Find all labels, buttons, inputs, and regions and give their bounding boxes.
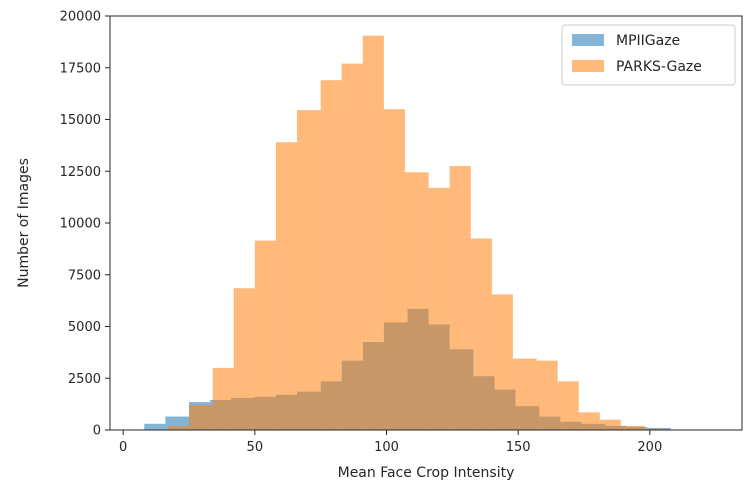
bar-parks-gaze-1 bbox=[189, 405, 213, 430]
bar-parks-gaze-0 bbox=[167, 425, 189, 430]
y-axis-label: Number of Images bbox=[16, 158, 32, 288]
legend-swatch-parks-gaze bbox=[572, 60, 604, 72]
bar-parks-gaze-3 bbox=[233, 288, 255, 430]
y-tick-label: 15000 bbox=[60, 113, 101, 128]
bar-parks-gaze-18 bbox=[557, 381, 579, 430]
y-tick-label: 5000 bbox=[68, 320, 101, 335]
bar-parks-gaze-21 bbox=[620, 425, 645, 430]
y-tick-label: 7500 bbox=[68, 268, 101, 283]
y-tick-label: 0 bbox=[93, 424, 101, 439]
y-axis-ticks: 0 2500 5000 7500 10000 12500 15000 17500 20000 bbox=[60, 10, 110, 439]
y-tick-label: 20000 bbox=[60, 10, 101, 25]
bar-parks-gaze-22 bbox=[644, 428, 666, 430]
bar-parks-gaze-5 bbox=[275, 142, 297, 430]
bar-parks-gaze-20 bbox=[599, 419, 621, 430]
bar-parks-gaze-11 bbox=[404, 172, 429, 430]
legend-label-mpiigaze: MPIIGaze bbox=[616, 33, 680, 49]
bar-parks-gaze-9 bbox=[362, 35, 384, 430]
bar-parks-gaze-2 bbox=[212, 367, 234, 430]
bar-parks-gaze-6 bbox=[296, 110, 321, 430]
bar-parks-gaze-7 bbox=[320, 80, 342, 431]
x-tick-label: 150 bbox=[506, 440, 531, 455]
x-tick-label: 100 bbox=[374, 440, 399, 455]
y-tick-label: 2500 bbox=[68, 372, 101, 387]
bar-mpiigaze-0 bbox=[144, 423, 166, 430]
y-tick-label: 10000 bbox=[60, 217, 101, 232]
bar-parks-gaze-8 bbox=[341, 63, 363, 431]
x-tick-label: 50 bbox=[247, 440, 264, 455]
bar-parks-gaze-14 bbox=[470, 238, 492, 430]
x-axis-ticks: 0 50 100 150 200 bbox=[119, 430, 662, 455]
legend-box bbox=[561, 24, 736, 86]
legend: MPIIGaze PARKS-Gaze bbox=[561, 24, 736, 86]
x-axis-label: Mean Face Crop Intensity bbox=[338, 465, 515, 481]
bar-parks-gaze-17 bbox=[536, 360, 558, 430]
legend-label-parks-gaze: PARKS-Gaze bbox=[616, 59, 702, 75]
x-tick-label: 0 bbox=[119, 440, 127, 455]
bars-layer bbox=[144, 35, 671, 431]
y-tick-label: 17500 bbox=[60, 61, 101, 76]
bar-parks-gaze-4 bbox=[254, 240, 276, 430]
bar-parks-gaze-15 bbox=[491, 294, 513, 430]
bar-parks-gaze-19 bbox=[578, 412, 600, 430]
bar-parks-gaze-10 bbox=[383, 109, 405, 431]
legend-swatch-mpiigaze bbox=[572, 34, 604, 46]
y-tick-label: 12500 bbox=[60, 165, 101, 180]
x-tick-label: 200 bbox=[637, 440, 662, 455]
bar-parks-gaze-16 bbox=[512, 358, 537, 430]
bar-parks-gaze-13 bbox=[449, 166, 471, 430]
bar-parks-gaze-12 bbox=[428, 187, 450, 430]
